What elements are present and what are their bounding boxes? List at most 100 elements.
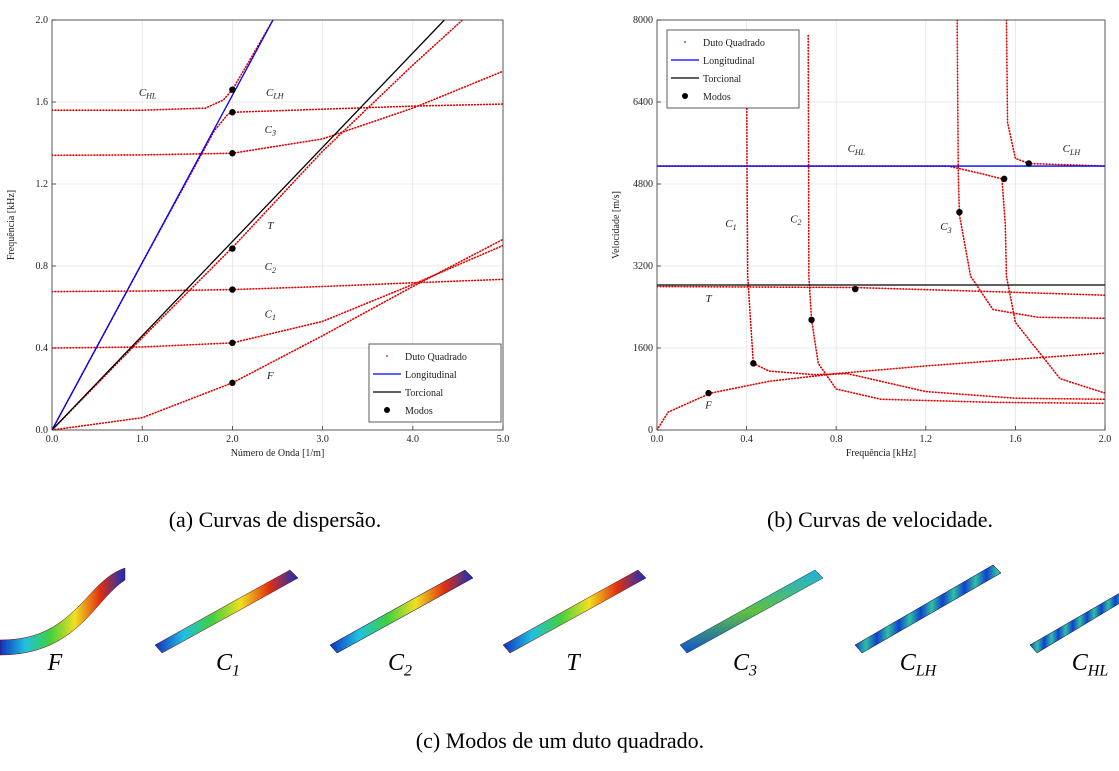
- x-tick-label: 1.2: [920, 434, 933, 445]
- y-tick-label: 1.2: [36, 179, 49, 190]
- y-tick-label: 0: [648, 425, 653, 436]
- legend-label: Torcional: [405, 388, 443, 399]
- mode-point: [1001, 176, 1007, 182]
- legend-marker: [386, 355, 388, 357]
- label-base: C: [1072, 650, 1089, 676]
- mode-point: [808, 317, 814, 323]
- label-base: F: [266, 370, 274, 382]
- mode-shape: [155, 570, 298, 653]
- label: T: [566, 650, 581, 676]
- mode-shape: [855, 565, 1001, 653]
- label-sub: 3: [947, 226, 952, 235]
- label: CLH: [900, 650, 938, 680]
- label-sub: 2: [798, 218, 802, 227]
- y-tick-label: 1600: [633, 343, 653, 354]
- mode-point: [229, 150, 235, 156]
- label-base: C: [216, 650, 233, 676]
- x-tick-label: 1.6: [1009, 434, 1022, 445]
- label-sub: LH: [915, 663, 938, 680]
- label-sub: 3: [271, 129, 276, 138]
- label-base: T: [267, 220, 274, 232]
- label-sub: HL: [145, 92, 157, 101]
- mode-point: [229, 286, 235, 292]
- x-tick-label: 5.0: [497, 434, 510, 445]
- caption: (b) Curvas de velocidade.: [767, 507, 993, 532]
- label-base: T: [705, 293, 712, 305]
- label-sub: LH: [1069, 148, 1081, 157]
- mode-point: [852, 286, 858, 292]
- legend-label: Longitudinal: [703, 56, 755, 67]
- x-axis-label: Frequência [kHz]: [846, 448, 916, 459]
- y-tick-label: 3200: [633, 261, 653, 272]
- mode-point: [229, 380, 235, 386]
- y-tick-label: 6400: [633, 97, 653, 108]
- label: C2: [388, 650, 412, 680]
- y-axis-label: Velocidade [m/s]: [611, 191, 622, 259]
- label-base: C: [900, 650, 917, 676]
- label-sub: LH: [272, 92, 284, 101]
- legend-label: Torcional: [703, 74, 741, 85]
- legend-marker: [384, 407, 390, 413]
- label-sub: 3: [748, 663, 757, 680]
- y-axis-label: Frequência [kHz]: [6, 190, 17, 260]
- mode-shape: [503, 570, 646, 653]
- label: C3: [733, 650, 757, 680]
- y-tick-label: 0.4: [36, 343, 49, 354]
- mode-shape: [1030, 590, 1119, 653]
- mode-shape: [330, 570, 473, 653]
- legend-marker: [682, 93, 688, 99]
- y-tick-label: 1.6: [36, 97, 49, 108]
- mode-shape: [680, 570, 823, 653]
- label-sub: 2: [404, 663, 412, 680]
- mode-point: [229, 87, 235, 93]
- label-base: F: [704, 399, 712, 411]
- label: T: [705, 293, 712, 305]
- legend-label: Modos: [405, 406, 433, 417]
- legend-label: Modos: [703, 92, 731, 103]
- label-sub: HL: [1087, 663, 1109, 680]
- x-tick-label: 2.0: [1099, 434, 1112, 445]
- legend-marker: [684, 41, 686, 43]
- label-sub: 1: [272, 313, 276, 322]
- label-base: C: [733, 650, 750, 676]
- x-tick-label: 1.0: [136, 434, 149, 445]
- legend-label: Longitudinal: [405, 370, 457, 381]
- label-base: C: [388, 650, 405, 676]
- y-tick-label: 8000: [633, 15, 653, 26]
- x-tick-label: 4.0: [407, 434, 420, 445]
- y-tick-label: 2.0: [36, 15, 49, 26]
- x-tick-label: 0.8: [830, 434, 843, 445]
- figure: (a) Curvas de dispersão. (b) Curvas de v…: [0, 0, 1119, 771]
- mode-point: [229, 245, 235, 251]
- mode-point: [750, 360, 756, 366]
- label: F: [47, 650, 63, 676]
- x-axis-label: Número de Onda [1/m]: [231, 448, 325, 459]
- label: CHL: [1072, 650, 1109, 680]
- label-sub: 1: [733, 223, 737, 232]
- label-sub: HL: [854, 148, 866, 157]
- label-sub: 1: [232, 663, 240, 680]
- mode-point: [229, 109, 235, 115]
- mode-point: [229, 340, 235, 346]
- label: T: [267, 220, 274, 232]
- legend-label: Duto Quadrado: [703, 38, 765, 49]
- label-base: T: [566, 650, 581, 676]
- mode-shapes: [0, 565, 1119, 655]
- y-tick-label: 0.8: [36, 261, 49, 272]
- x-tick-label: 2.0: [226, 434, 239, 445]
- label-sub: 2: [272, 266, 276, 275]
- mode-point: [1026, 160, 1032, 166]
- label: F: [266, 370, 274, 382]
- label: F: [704, 399, 712, 411]
- label: C1: [216, 650, 240, 680]
- y-tick-label: 0.0: [36, 425, 49, 436]
- caption: (c) Modos de um duto quadrado.: [416, 728, 704, 753]
- mode-point: [956, 209, 962, 215]
- caption: (a) Curvas de dispersão.: [169, 507, 382, 532]
- x-tick-label: 3.0: [316, 434, 329, 445]
- legend-label: Duto Quadrado: [405, 352, 467, 363]
- mode-shape: [0, 568, 125, 655]
- x-tick-label: 0.4: [740, 434, 753, 445]
- y-tick-label: 4800: [633, 179, 653, 190]
- label-base: F: [47, 650, 63, 676]
